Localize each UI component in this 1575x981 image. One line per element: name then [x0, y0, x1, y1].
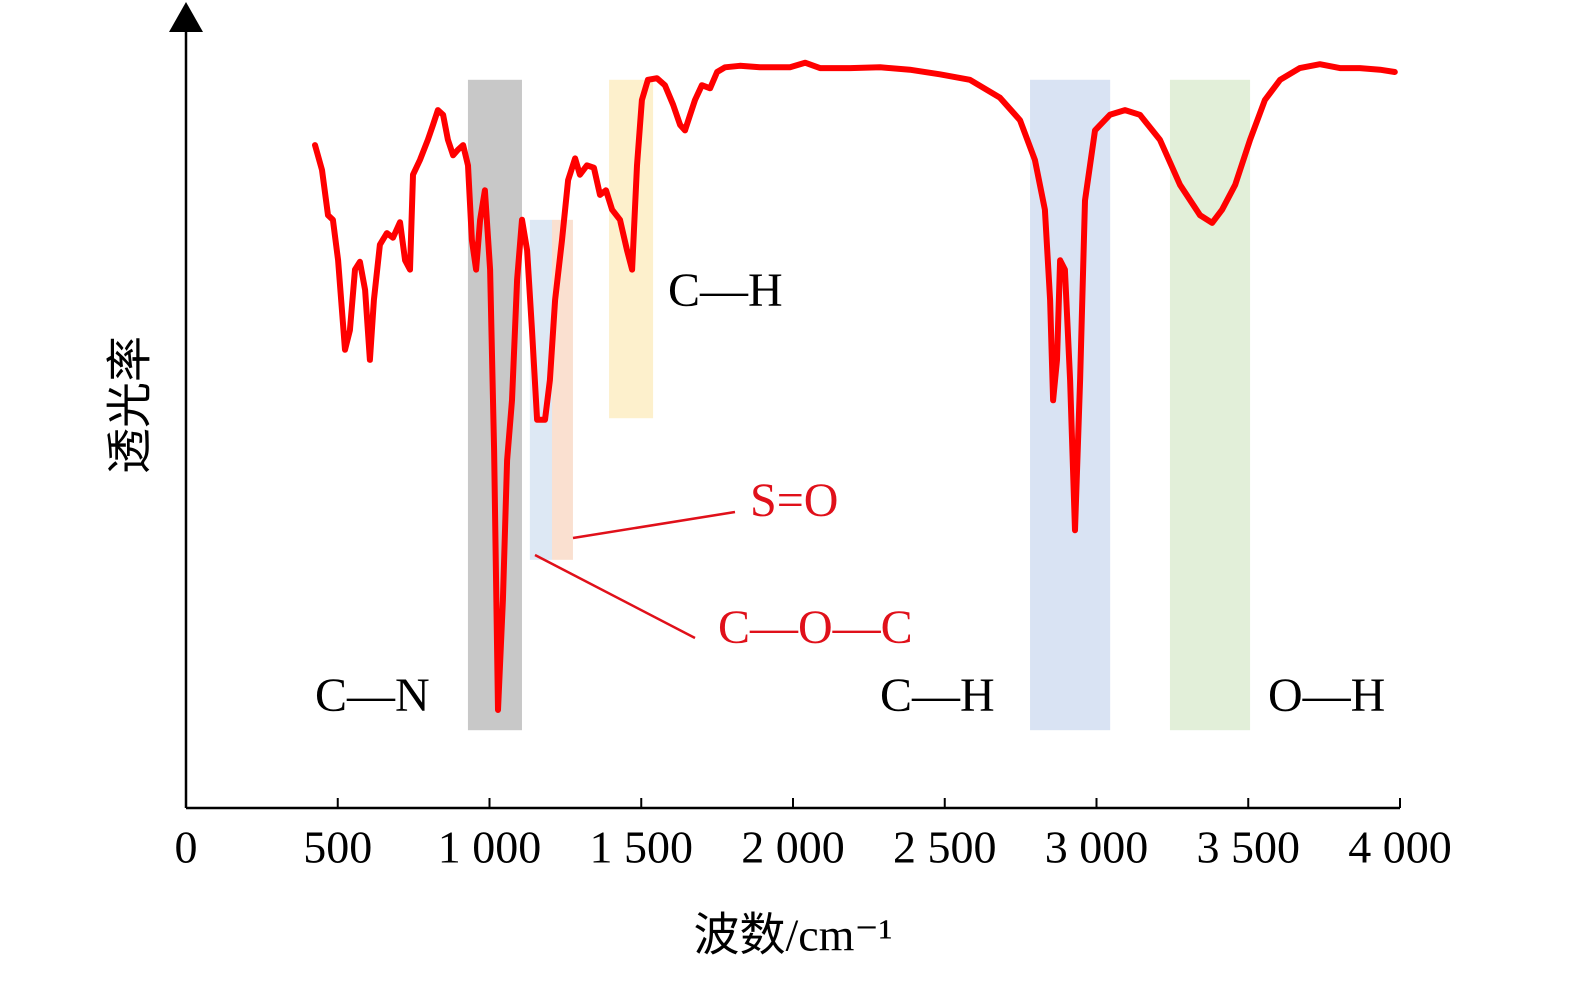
spectrum-line — [312, 59, 1398, 713]
x-tick-label: 2 500 — [893, 822, 997, 873]
annotation: C—N — [315, 669, 430, 722]
x-tick-label: 4 000 — [1348, 822, 1452, 873]
x-tick-label: 1 000 — [438, 822, 542, 873]
x-tick-label: 3 000 — [1045, 822, 1149, 873]
annotation: S=O — [750, 474, 838, 527]
x-tick-label: 1 500 — [590, 822, 694, 873]
y-axis-label: 透光率 — [105, 336, 156, 474]
annotation: C—H — [668, 264, 783, 317]
y-axis-arrow — [169, 2, 203, 32]
x-tick-label: 3 500 — [1197, 822, 1301, 873]
annotation: C—O—C — [718, 601, 913, 654]
x-tick-label: 500 — [303, 822, 372, 873]
leader-line — [572, 510, 736, 540]
x-axis-label: 波数/cm⁻¹ — [693, 910, 892, 961]
x-tick-label: 0 — [175, 822, 198, 873]
x-tick-label: 2 000 — [741, 822, 845, 873]
highlight-band — [529, 219, 553, 560]
highlight-band — [552, 219, 573, 560]
annotation: O—H — [1268, 669, 1385, 722]
leader-line — [534, 553, 696, 640]
annotation: C—H — [880, 669, 995, 722]
